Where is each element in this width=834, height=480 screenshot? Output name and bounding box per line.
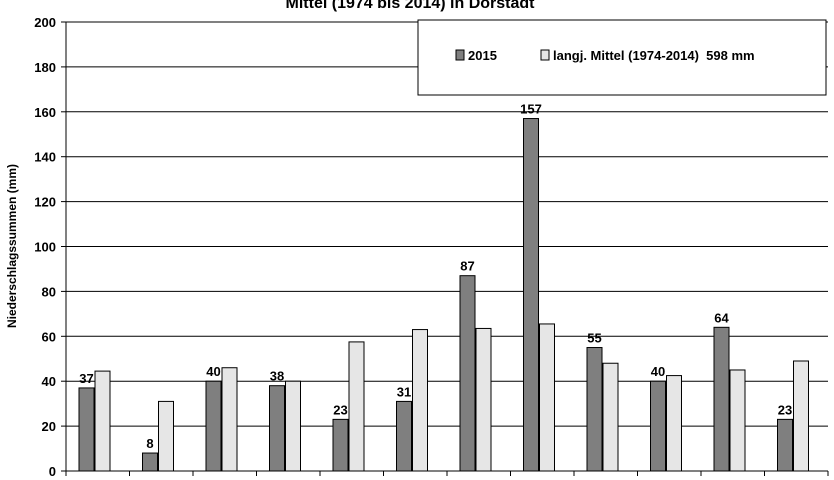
legend-label-mittel: langj. Mittel (1974-2014) 598 mm xyxy=(553,48,755,63)
legend-box xyxy=(417,19,827,96)
data-labels: 37 8 40 38 23 31 87 157 55 40 64 23 xyxy=(79,102,792,452)
legend-swatch-mittel xyxy=(540,49,550,61)
bar-2015 xyxy=(269,385,285,472)
bar-2015 xyxy=(586,347,603,472)
bar-mittel xyxy=(793,360,809,472)
bar-2015 xyxy=(650,380,666,472)
data-label: 31 xyxy=(397,384,411,399)
bar-2015 xyxy=(332,418,349,472)
y-axis-label: Niederschlagssummen (mm) xyxy=(5,164,19,328)
data-label: 8 xyxy=(146,436,153,451)
legend-label-2015: 2015 xyxy=(468,48,497,63)
y-tick-label: 0 xyxy=(49,464,56,479)
data-label: 64 xyxy=(714,310,729,325)
data-label: 157 xyxy=(520,102,542,117)
bar-mittel xyxy=(221,367,238,472)
bar-2015 xyxy=(205,380,222,472)
data-label: 37 xyxy=(79,371,93,386)
y-tick-labels: 0 20 40 60 80 100 120 140 160 180 200 xyxy=(34,15,56,479)
y-tick-label: 180 xyxy=(34,60,56,75)
data-label: 23 xyxy=(333,402,347,417)
chart-title: Mittel (1974 bis 2014) in Dorstadt xyxy=(286,0,536,12)
bar-mittel xyxy=(475,327,492,472)
bar-2015 xyxy=(396,400,412,472)
y-tick-label: 60 xyxy=(42,329,56,344)
y-tick-label: 200 xyxy=(34,15,56,30)
y-tick-label: 140 xyxy=(34,150,56,165)
bar-mittel xyxy=(348,341,365,472)
bar-mittel xyxy=(94,370,111,472)
bar-mittel xyxy=(729,369,746,472)
legend: 2015 langj. Mittel (1974-2014) 598 mm xyxy=(417,19,827,96)
bar-mittel xyxy=(602,362,619,472)
axes xyxy=(61,21,829,476)
bar-mittel xyxy=(666,375,682,472)
y-tick-label: 160 xyxy=(34,105,56,120)
bar-2015 xyxy=(713,326,730,472)
y-tick-label: 100 xyxy=(34,240,56,255)
bar-2015 xyxy=(78,387,95,472)
bar-mittel xyxy=(539,323,555,472)
bar-mittel xyxy=(285,380,301,472)
bar-2015 xyxy=(523,118,539,472)
y-tick-label: 40 xyxy=(42,374,56,389)
bars xyxy=(78,118,809,472)
legend-swatch-2015 xyxy=(455,49,465,61)
data-label: 40 xyxy=(651,364,665,379)
data-label: 38 xyxy=(270,369,284,384)
data-label: 40 xyxy=(206,364,220,379)
y-tick-label: 20 xyxy=(42,419,56,434)
bar-mittel xyxy=(158,400,174,472)
bar-2015 xyxy=(777,418,793,472)
data-label: 55 xyxy=(587,331,601,346)
y-tick-label: 80 xyxy=(42,284,56,299)
y-tick-label: 120 xyxy=(34,195,56,210)
data-label: 23 xyxy=(778,402,792,417)
bar-mittel xyxy=(412,329,428,472)
bar-2015 xyxy=(459,275,476,472)
bar-2015 xyxy=(142,452,158,472)
data-label: 87 xyxy=(460,259,474,274)
